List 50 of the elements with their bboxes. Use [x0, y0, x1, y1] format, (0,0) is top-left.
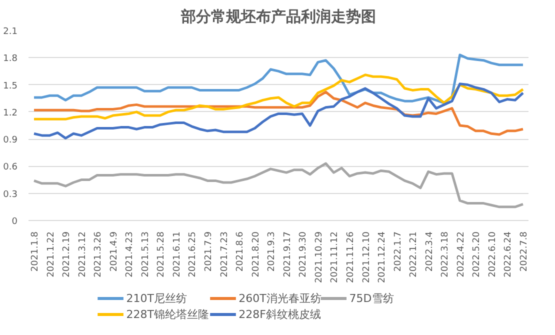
x-tick-label: 2021.10.29 [314, 231, 324, 284]
x-tick-label: 2021.8.20 [251, 231, 262, 278]
y-tick-label: 0.9 [3, 136, 18, 146]
x-tick-label: 2021.6.11 [172, 231, 182, 278]
line-series [32, 82, 524, 140]
x-tick-label: 2022.1.21 [409, 231, 420, 278]
x-tick-label: 2021.11.26 [346, 231, 356, 284]
x-tick-label: 2021.12.10 [362, 231, 372, 284]
x-tick-label: 2021.11.12 [330, 232, 340, 284]
x-tick-label: 2022.1.7 [393, 232, 404, 272]
x-tick-label: 2022.3.4 [424, 231, 435, 272]
x-tick-label: 2021.5.28 [156, 231, 167, 278]
line-series [32, 74, 524, 120]
y-tick-label: 0.3 [3, 190, 18, 200]
x-tick-label: 2021.9.30 [298, 231, 309, 278]
y-tick-label: 1.5 [3, 81, 18, 92]
x-tick-label: 2021.9.17 [282, 231, 293, 278]
x-tick-label: 2021.3.26 [94, 231, 104, 278]
legend-label: 260T消光春亚纺 [238, 292, 322, 305]
line-series [32, 162, 524, 208]
y-tick-label: 1.2 [3, 108, 18, 118]
legend-label: 228F斜纹桃皮绒 [238, 308, 322, 321]
line-series [32, 54, 524, 104]
chart-title: 部分常规坯布产品利润走势图 [180, 8, 376, 26]
x-tick-label: 2022.6.10 [488, 231, 498, 278]
x-tick-label: 2022.4.22 [456, 231, 466, 278]
legend-label: 228T锦纶塔丝隆 [126, 308, 209, 321]
x-tick-label: 2021.3.12 [78, 231, 88, 278]
x-tick-label: 2021.1.22 [46, 231, 56, 278]
x-tick-label: 2022.6.24 [504, 231, 514, 278]
x-tick-label: 2021.1.8 [30, 231, 41, 272]
y-tick-label: 0.6 [3, 162, 18, 173]
x-tick-label: 2022.7.8 [519, 231, 530, 272]
x-tick-label: 2021.8.6 [236, 231, 246, 272]
x-tick-label: 2021.7.9 [204, 231, 214, 272]
x-tick-label: 2021.4.9 [109, 231, 120, 272]
y-tick-label: 2.1 [3, 27, 18, 37]
x-tick-label: 2022.5.20 [472, 231, 482, 278]
y-tick-label: 1.8 [3, 54, 18, 64]
x-tick-label: 2021.9.3 [267, 232, 278, 272]
y-tick-label: 0 [12, 217, 18, 227]
x-tick-label: 2021.12.24 [378, 231, 388, 284]
x-tick-label: 2021.7.23 [220, 231, 230, 278]
x-tick-label: 2021.2.19 [62, 231, 72, 278]
x-tick-label: 2021.4.23 [125, 231, 136, 278]
x-tick-label: 2021.6.25 [188, 231, 198, 278]
x-tick-label: 2021.5.13 [140, 231, 151, 278]
x-tick-label: 2022.3.18 [440, 231, 451, 278]
legend-label: 210T尼丝纺 [126, 292, 187, 305]
legend-label: 75D雪纺 [349, 292, 394, 305]
